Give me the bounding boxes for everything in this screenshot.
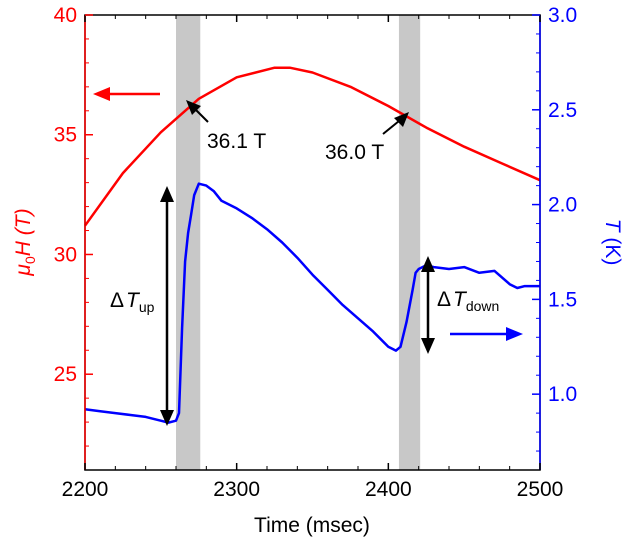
right-axis-label: T (K) xyxy=(601,219,624,266)
annotation-36-1-T: 36.1 T xyxy=(207,130,266,153)
series-line-left xyxy=(83,66,541,227)
right-tick-label: 1.0 xyxy=(548,383,577,406)
right-tick-label: 1.5 xyxy=(548,288,577,311)
annotation-delta-T-up: ΔTup xyxy=(110,289,155,315)
svg-text:T (K): T (K) xyxy=(601,219,624,266)
right-tick-label: 2.0 xyxy=(548,194,577,217)
left-axis-label-rest: H (T) xyxy=(12,208,35,256)
right-tick-label: 2.5 xyxy=(548,99,577,122)
x-tick-label: 2500 xyxy=(517,478,564,501)
left-tick-label: 35 xyxy=(54,124,77,147)
left-tick-label: 30 xyxy=(54,243,77,266)
annotation-arrow-36-0 xyxy=(382,112,409,135)
x-axis-label: Time (msec) xyxy=(254,514,370,537)
shaded-band-1 xyxy=(398,15,421,470)
right-axis-label-rest: (K) xyxy=(601,232,624,266)
x-tick-label: 2300 xyxy=(213,478,260,501)
x-tick-label: 2400 xyxy=(365,478,412,501)
delta-T-up-arrow xyxy=(160,186,174,426)
annotation-delta-T-down: ΔTdown xyxy=(437,288,499,314)
left-tick-label: 25 xyxy=(54,363,77,386)
axis-ticks: 2200 2300 2400 2500 25 30 35 40 1.0 1.5 2.0 2.5 3.0 xyxy=(54,4,578,501)
series-line-right xyxy=(84,182,540,424)
right-tick-label: 3.0 xyxy=(548,4,577,27)
left-axis-label-sub: 0 xyxy=(22,256,38,264)
annotation-arrow-36-1 xyxy=(186,100,209,123)
left-tick-label: 40 xyxy=(54,4,77,27)
series-layer xyxy=(83,66,541,424)
delta-T-down-arrow xyxy=(421,256,435,354)
left-axis-label: μ0H (T) xyxy=(12,208,38,276)
left-axis-indicator-arrow xyxy=(93,87,160,101)
annotation-36-0-T: 36.0 T xyxy=(325,141,384,164)
shaded-bands xyxy=(176,15,421,470)
x-tick-label: 2200 xyxy=(62,478,109,501)
right-axis-label-symbol: T xyxy=(601,219,624,234)
svg-text:μ0H (T): μ0H (T) xyxy=(12,208,38,276)
plot-frame xyxy=(84,14,541,471)
left-axis-label-symbol: μ xyxy=(12,264,35,277)
right-axis-indicator-arrow xyxy=(450,327,523,341)
